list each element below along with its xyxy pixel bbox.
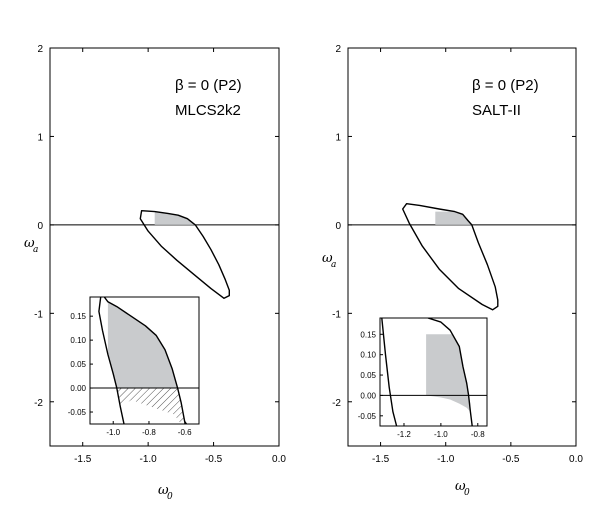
left-inset-xtick-label: -0.8	[142, 428, 156, 437]
right-inset-ytick-label: 0.00	[360, 391, 376, 400]
right-inset-content	[380, 318, 487, 426]
left-ylabel-symbol: ω	[24, 236, 35, 251]
left-inset-ytick-label: 0.05	[70, 360, 86, 369]
right-plot-frame	[347, 47, 577, 447]
right-ytick-label: -1	[332, 309, 341, 320]
right-annotation-method: SALT-II	[472, 102, 521, 119]
right-inset-shaded-region	[426, 334, 471, 412]
left-inset-xtick-label: -1.0	[106, 428, 120, 437]
left-xtick-label: 0.0	[272, 454, 286, 465]
left-xtick-label: -1.5	[74, 454, 92, 465]
right-inset-ytick-label: -0.05	[358, 412, 377, 421]
right-ytick-label: -2	[332, 398, 341, 409]
left-inset-ytick-label: 0.15	[70, 312, 86, 321]
left-inset-contour-inner	[103, 297, 188, 424]
left-inset-content	[90, 297, 199, 424]
right-ytick-label: 1	[335, 132, 341, 143]
left-ytick-label: 0	[37, 221, 43, 232]
left-inset-ytick-label: 0.00	[70, 384, 86, 393]
right-inset-xtick-label: -1.0	[434, 430, 448, 439]
right-contour-line	[402, 203, 499, 311]
panel-left: -1.5 -1.0 -0.5 0.0 -2 -1 0 1 2 β = 0 (P2) MLCS2k…	[24, 44, 286, 502]
right-xlabel: ω 0	[455, 479, 470, 498]
left-inset-ytick-label: 0.10	[70, 336, 86, 345]
panel-right: -1.5 -1.0 -0.5 0.0 -2 -1 0 1 2 β = 0 (P2) SALT-I…	[322, 44, 583, 498]
left-inset-plot: -1.0 -0.8 -0.6 -0.05 0.00 0.05 0.10 0.15	[68, 296, 200, 437]
left-ytick-label: 2	[37, 44, 43, 55]
right-xlabel-subscript: 0	[464, 488, 470, 498]
left-ylabel: ω a	[24, 236, 38, 255]
left-xtick-label: -0.5	[205, 454, 223, 465]
left-contour-line	[139, 210, 230, 299]
left-inset-ytick-label: -0.05	[68, 408, 87, 417]
right-inset-ytick-label: 0.15	[360, 330, 376, 339]
right-xtick-label: -1.5	[372, 454, 390, 465]
right-inset-contour-right	[427, 318, 473, 426]
right-inset-xtick-label: -1.2	[397, 430, 411, 439]
left-inset-contour-outer	[98, 297, 125, 424]
left-xlabel: ω 0	[158, 483, 173, 502]
left-xtick-label: -1.0	[140, 454, 158, 465]
right-inset-ytick-label: 0.05	[360, 371, 376, 380]
right-xtick-label: 0.0	[569, 454, 583, 465]
right-main-plot: -1.5 -1.0 -0.5 0.0 -2 -1 0 1 2	[332, 44, 583, 465]
right-inset-plot: -1.2 -1.0 -0.8 -0.05 0.00 0.05 0.10 0.15	[358, 317, 488, 439]
left-ytick-label: -2	[34, 398, 43, 409]
right-ylabel-subscript: a	[331, 260, 336, 270]
right-inset-xtick-label: -0.8	[471, 430, 485, 439]
right-ytick-label: 0	[335, 221, 341, 232]
right-annotation-beta: β = 0 (P2)	[472, 77, 539, 94]
left-shaded-region	[154, 211, 196, 225]
left-ytick-label: -1	[34, 309, 43, 320]
right-xlabel-symbol: ω	[455, 479, 466, 494]
right-ytick-label: 2	[335, 44, 341, 55]
left-inset-hatched-region	[116, 388, 187, 424]
right-inset-ytick-label: 0.10	[360, 351, 376, 360]
left-xlabel-symbol: ω	[158, 483, 169, 498]
right-xtick-label: -1.0	[437, 454, 455, 465]
right-ylabel: ω a	[322, 251, 336, 270]
left-xlabel-subscript: 0	[167, 492, 173, 502]
left-inset-xtick-label: -0.6	[178, 428, 192, 437]
left-ylabel-subscript: a	[33, 245, 38, 255]
right-inset-contour-left	[381, 318, 398, 426]
left-plot-frame	[49, 47, 280, 447]
left-main-plot: -1.5 -1.0 -0.5 0.0 -2 -1 0 1 2	[34, 44, 286, 465]
right-xtick-label: -0.5	[502, 454, 520, 465]
left-ytick-label: 1	[37, 132, 43, 143]
left-annotation-beta: β = 0 (P2)	[175, 77, 242, 94]
right-ylabel-symbol: ω	[322, 251, 333, 266]
left-annotation-method: MLCS2k2	[175, 102, 241, 119]
left-inset-shaded-region	[107, 301, 178, 389]
